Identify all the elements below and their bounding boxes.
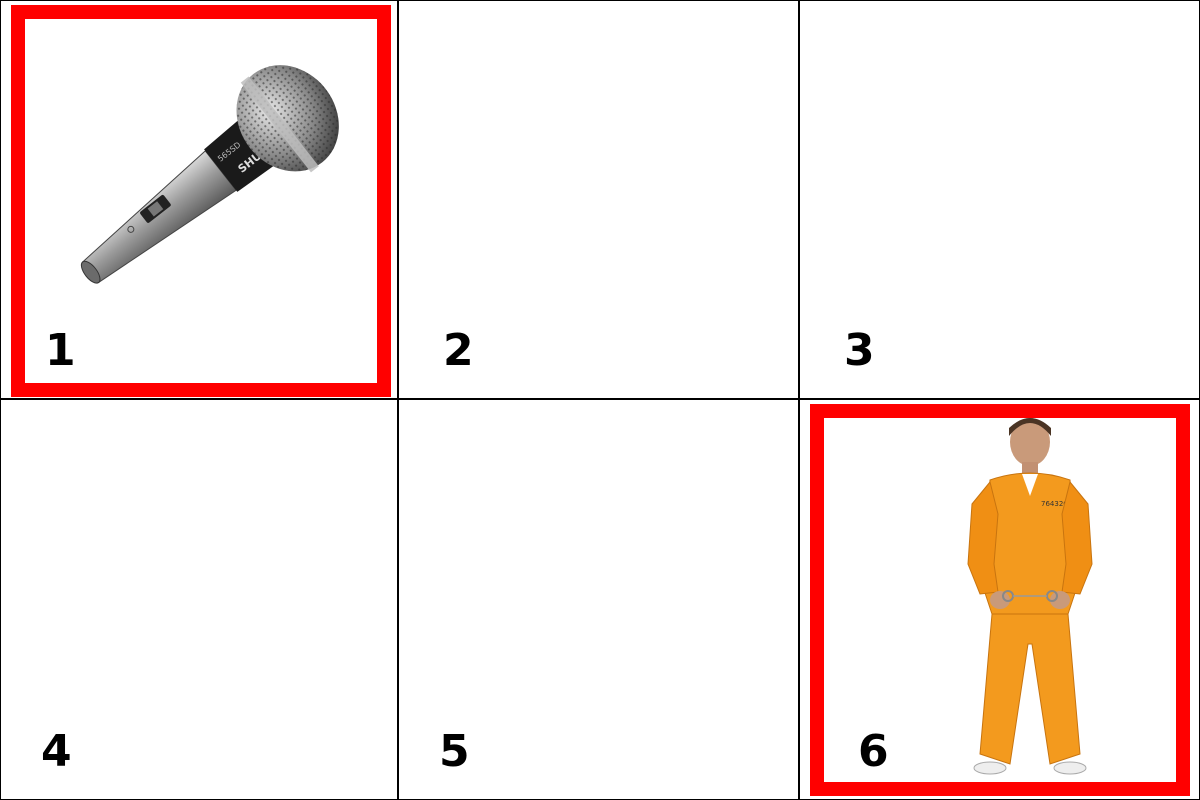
cell-number-label: 2 (443, 325, 474, 376)
cell-number-label: 5 (439, 726, 470, 777)
cell-number-label: 6 (858, 726, 889, 777)
microphone-image: 565SD SHURE (80, 65, 339, 284)
grid-cell-6[interactable]: 7643267 6 (800, 400, 1200, 800)
jumpsuit-tag-text: 7643267 (1041, 500, 1072, 508)
cell-number-label: 3 (844, 325, 875, 376)
cell-number-label: 1 (45, 325, 76, 376)
cell-number-label: 4 (41, 726, 72, 777)
grid-cell-5[interactable]: 5 (399, 400, 800, 800)
grid-cell-2[interactable]: 2 (399, 0, 800, 400)
grid-cell-3[interactable]: 3 (800, 0, 1200, 400)
grid-cell-4[interactable]: 4 (0, 400, 399, 800)
prisoner-image: 7643267 (967, 418, 1093, 775)
grid-cell-1[interactable]: 565SD SHURE 1 (0, 0, 399, 400)
